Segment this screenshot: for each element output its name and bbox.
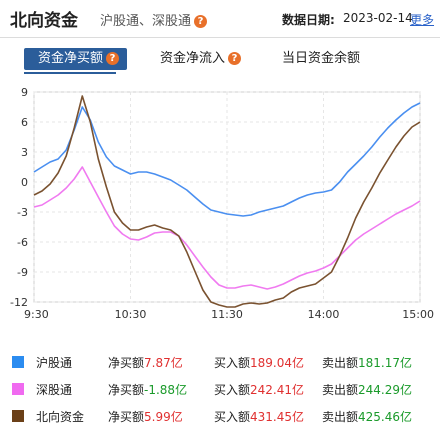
x-tick-label: 9:30 — [24, 308, 49, 321]
legend: 沪股通 净买额7.87亿 买入额189.04亿 卖出额181.17亿 深股通 净… — [0, 350, 440, 431]
net-label: 净买额 — [108, 383, 145, 397]
legend-name: 沪股通 — [36, 356, 73, 370]
y-tick-label: 9 — [21, 86, 28, 99]
tab-underline — [24, 72, 116, 74]
x-tick-label: 14:00 — [308, 308, 340, 321]
x-tick-label: 11:30 — [211, 308, 243, 321]
line-chart: 9 6 3 0 -3 -6 -9 -12 9:30 10:30 11:30 14:00 15:00 — [0, 80, 440, 330]
date-value: 2023-02-14 — [343, 11, 413, 25]
tab-net-buy[interactable]: 资金净买额? — [24, 48, 128, 70]
tab-net-inflow[interactable]: 资金净流入? — [160, 48, 242, 70]
series-line — [33, 166, 421, 290]
legend-net: 净买额-1.88亿 — [108, 381, 187, 398]
legend-name: 北向资金 — [36, 410, 85, 424]
chart-svg: 9 6 3 0 -3 -6 -9 -129:30 10:30 11:30 14:00 15:00 — [10, 86, 434, 321]
header: 北向资金 沪股通、深股通? 数据日期: 2023-02-14 更多 — [0, 0, 440, 38]
sell-label: 卖出额 — [322, 383, 359, 397]
legend-row: 北向资金 净买额5.99亿 买入额431.45亿 卖出额425.46亿 — [0, 404, 440, 431]
subtitle-text: 沪股通、深股通 — [100, 14, 192, 29]
y-tick-label: -3 — [17, 206, 28, 219]
legend-buy: 买入额431.45亿 — [214, 408, 304, 425]
legend-row: 沪股通 净买额7.87亿 买入额189.04亿 卖出额181.17亿 — [0, 350, 440, 377]
sell-value: 181.17亿 — [358, 356, 413, 370]
tab-net-buy-label: 资金净买额 — [38, 51, 104, 66]
buy-label: 买入额 — [214, 383, 251, 397]
x-tick-label: 10:30 — [115, 308, 147, 321]
tab-daily-balance[interactable]: 当日资金余额 — [282, 48, 360, 70]
date-label: 数据日期: — [282, 13, 335, 27]
buy-value: 242.41亿 — [250, 383, 305, 397]
y-tick-label: -12 — [10, 296, 28, 309]
buy-label: 买入额 — [214, 410, 251, 424]
legend-buy: 买入额189.04亿 — [214, 354, 304, 371]
buy-value: 431.45亿 — [250, 410, 305, 424]
y-tick-label: -6 — [17, 236, 28, 249]
legend-swatch — [12, 356, 24, 368]
help-icon[interactable]: ? — [194, 15, 208, 28]
help-icon[interactable]: ? — [228, 52, 242, 65]
page-title: 北向资金 — [10, 11, 78, 31]
legend-name: 深股通 — [36, 383, 73, 397]
legend-sell: 卖出额425.46亿 — [322, 408, 412, 425]
sell-label: 卖出额 — [322, 356, 359, 370]
y-tick-label: 0 — [21, 176, 28, 189]
net-label: 净买额 — [108, 410, 145, 424]
legend-buy: 买入额242.41亿 — [214, 381, 304, 398]
legend-swatch — [12, 383, 24, 395]
legend-sell: 卖出额181.17亿 — [322, 354, 412, 371]
legend-net: 净买额7.87亿 — [108, 354, 183, 371]
sell-value: 425.46亿 — [358, 410, 413, 424]
sell-label: 卖出额 — [322, 410, 359, 424]
y-tick-label: -9 — [17, 266, 28, 279]
buy-label: 买入额 — [214, 356, 251, 370]
net-value: 7.87亿 — [144, 356, 183, 370]
x-tick-label: 15:00 — [402, 308, 434, 321]
net-label: 净买额 — [108, 356, 145, 370]
legend-sell: 卖出额244.29亿 — [322, 381, 412, 398]
buy-value: 189.04亿 — [250, 356, 305, 370]
series-line — [33, 95, 421, 308]
series-line — [33, 102, 421, 217]
net-value: -1.88亿 — [144, 383, 188, 397]
y-tick-label: 3 — [21, 146, 28, 159]
tab-bar: 资金净买额? 资金净流入? 当日资金余额 — [0, 44, 440, 74]
legend-row: 深股通 净买额-1.88亿 买入额242.41亿 卖出额244.29亿 — [0, 377, 440, 404]
y-tick-label: 6 — [21, 116, 28, 129]
sell-value: 244.29亿 — [358, 383, 413, 397]
tab-net-inflow-label: 资金净流入 — [160, 51, 226, 66]
net-value: 5.99亿 — [144, 410, 183, 424]
subtitle: 沪股通、深股通? — [100, 10, 208, 29]
tab-daily-balance-label: 当日资金余额 — [282, 51, 361, 66]
more-link[interactable]: 更多 — [410, 13, 435, 27]
help-icon[interactable]: ? — [106, 52, 120, 65]
legend-swatch — [12, 410, 24, 422]
legend-net: 净买额5.99亿 — [108, 408, 183, 425]
